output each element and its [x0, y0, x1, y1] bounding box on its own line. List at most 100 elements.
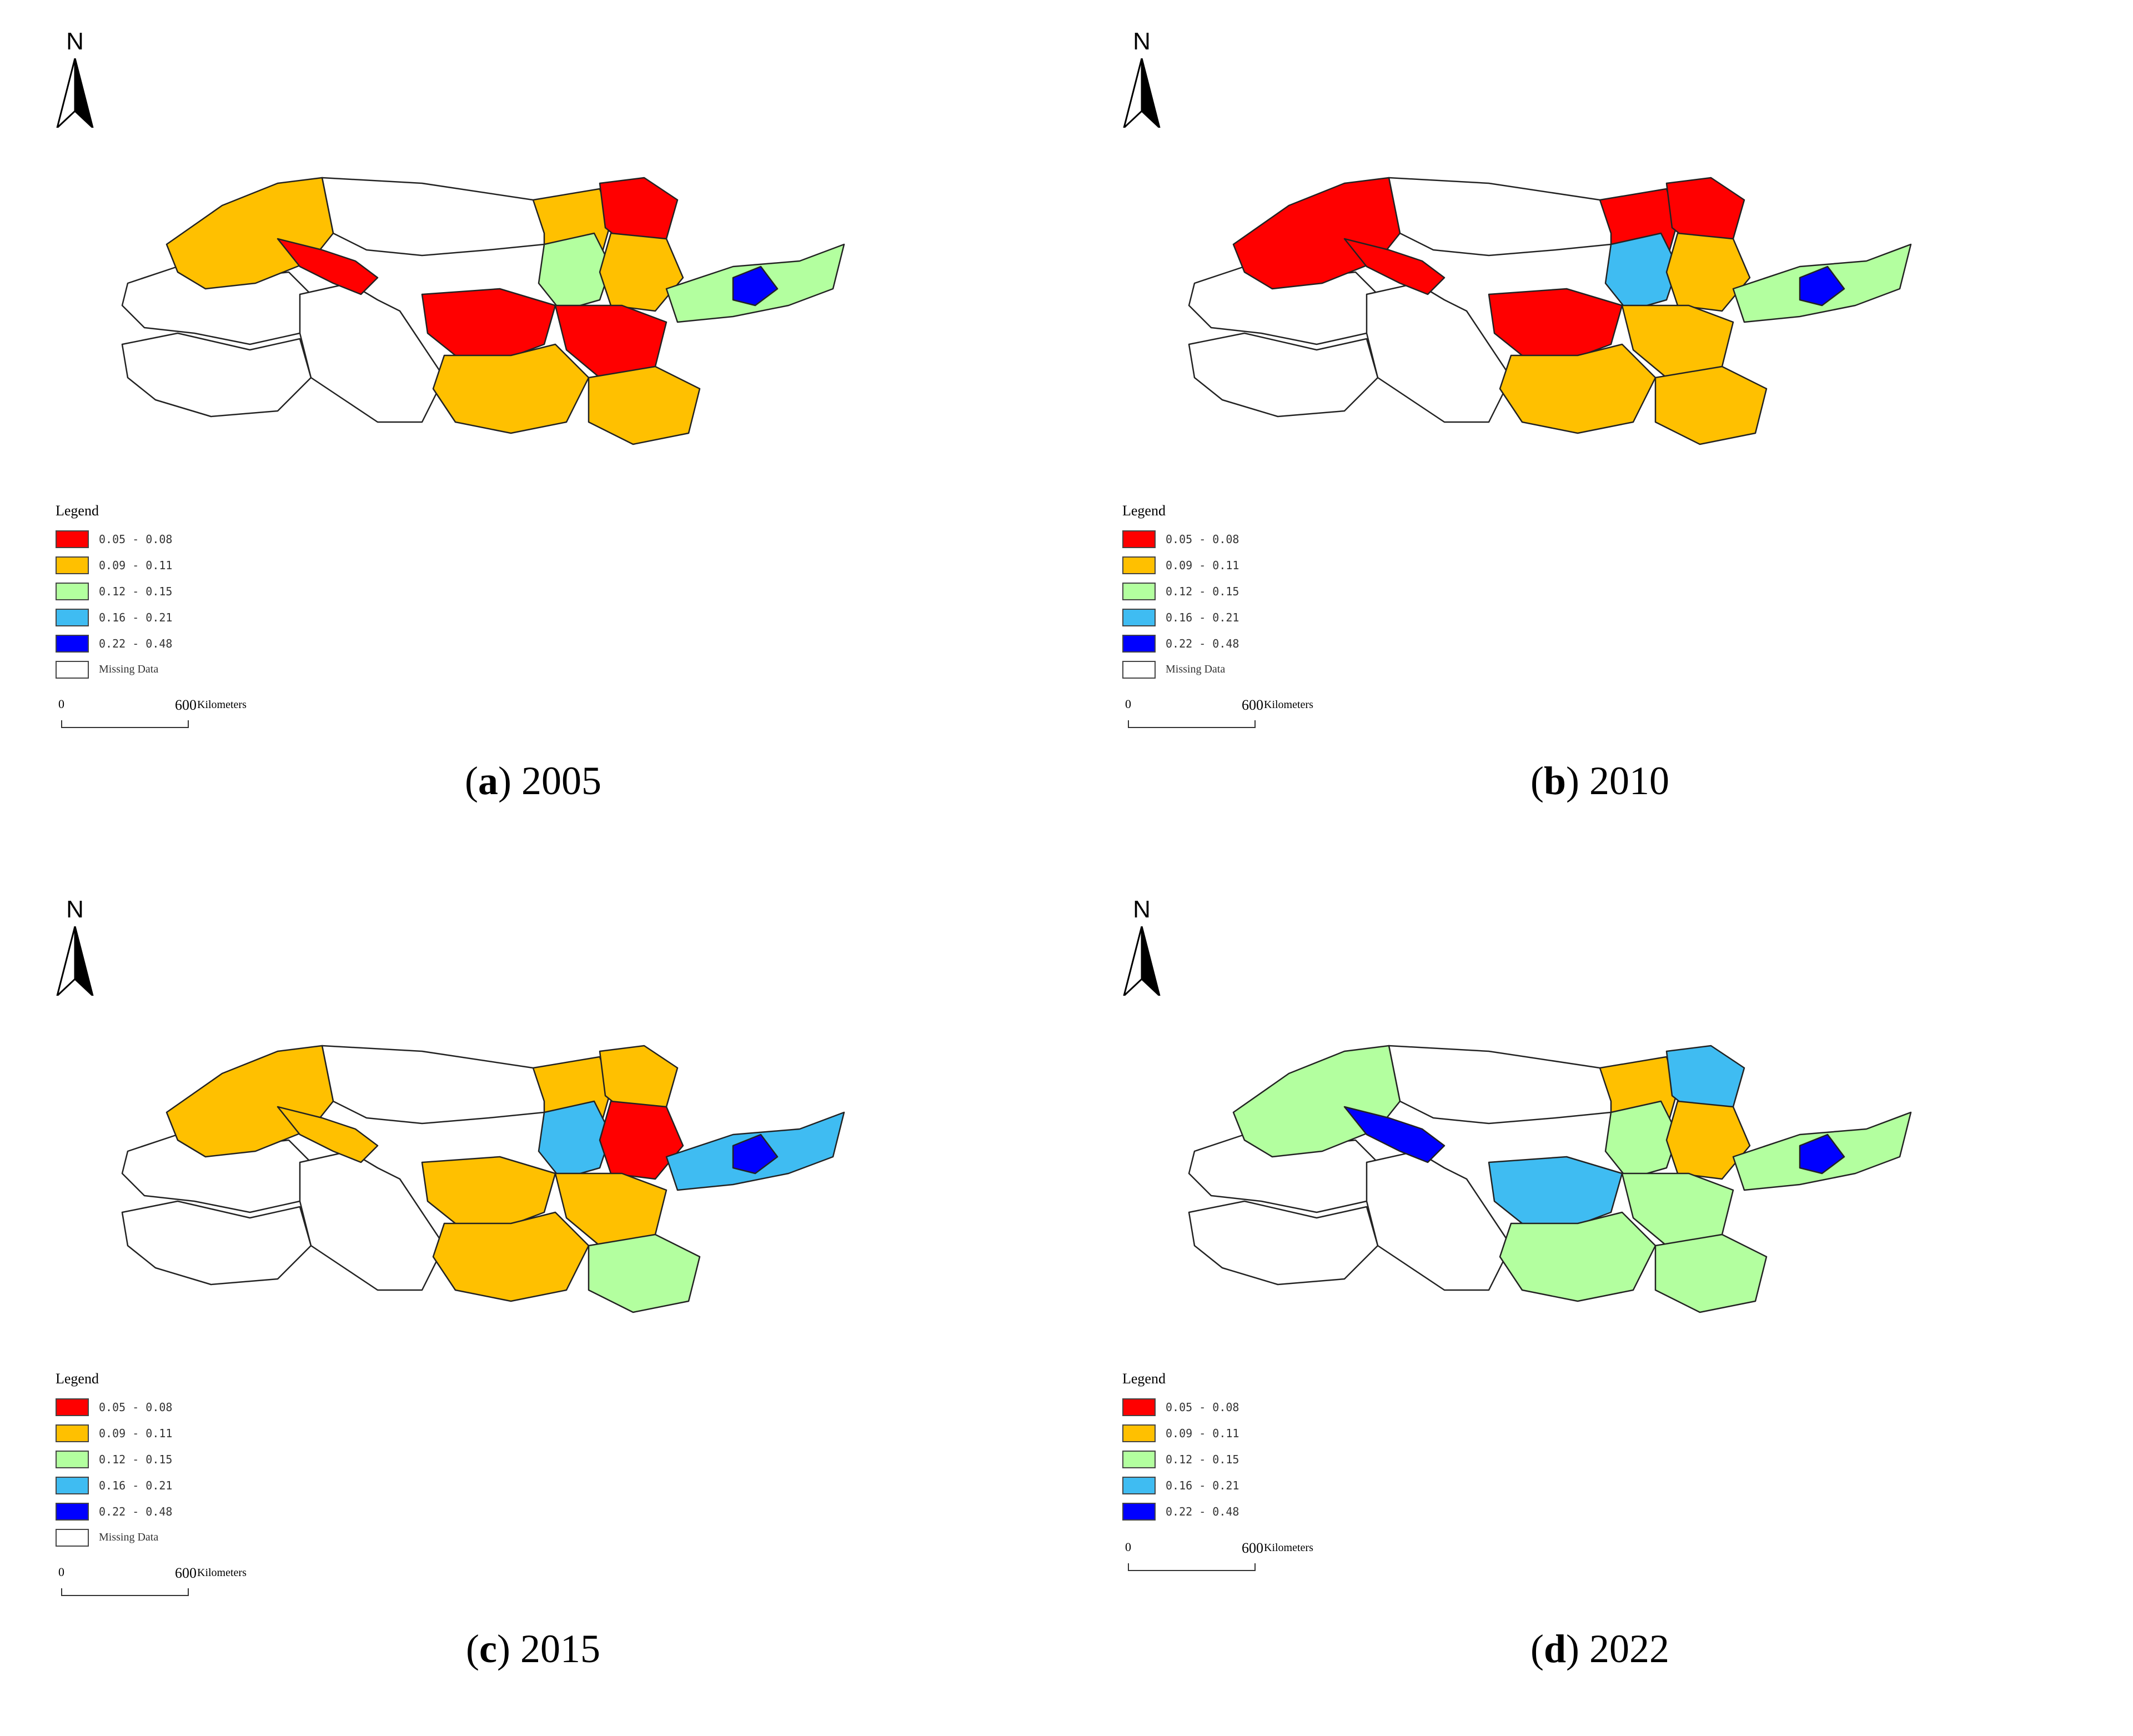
- region-r12: [732, 1133, 779, 1175]
- scale-unit: Kilometers: [1264, 1542, 1313, 1554]
- legend-item-4: 0.16 - 0.21: [1122, 604, 1239, 630]
- caption-letter: a: [478, 759, 498, 803]
- legend-swatch-missing: [56, 1528, 89, 1547]
- region-missing-north: [1388, 177, 1634, 257]
- scale-unit: Kilometers: [1264, 699, 1313, 711]
- region-map: [1188, 1045, 1912, 1313]
- caption-year: 2015: [520, 1627, 600, 1671]
- legend-label-4: 0.16 - 0.21: [99, 1478, 173, 1492]
- region-missing-west-2: [121, 1200, 312, 1286]
- legend-label-5: 0.22 - 0.48: [1166, 636, 1239, 650]
- legend-swatch-5: [56, 1502, 89, 1521]
- legend-item-1: 0.05 - 0.08: [56, 1394, 172, 1420]
- legend-swatch-1: [1122, 1398, 1156, 1416]
- scale-zero: 0: [1125, 1540, 1131, 1554]
- legend: Legend 0.05 - 0.08 0.09 - 0.11 0.12 - 0.15…: [1122, 503, 1239, 683]
- legend-swatch-4: [1122, 608, 1156, 626]
- legend-item-missing: Missing Data: [1122, 656, 1239, 683]
- region-r4: [1604, 1100, 1679, 1180]
- legend-item-3: 0.12 - 0.15: [56, 578, 172, 604]
- legend-label-2: 0.09 - 0.11: [99, 1426, 173, 1440]
- legend-label-3: 0.12 - 0.15: [1166, 1452, 1239, 1466]
- region-missing-west-3: [1366, 1150, 1512, 1291]
- legend-swatch-2: [56, 556, 89, 574]
- caption-year: 2005: [521, 759, 601, 803]
- scale-line: [1128, 720, 1256, 728]
- north-arrow: N: [53, 896, 97, 1001]
- north-label: N: [66, 28, 84, 55]
- north-arrow-icon: [56, 926, 94, 996]
- panel-caption: (a) 2005: [465, 759, 601, 803]
- legend-items: 0.05 - 0.08 0.09 - 0.11 0.12 - 0.15 0.16 - …: [1122, 526, 1239, 656]
- legend-label-missing: Missing Data: [99, 1531, 159, 1543]
- legend-swatch-1: [56, 530, 89, 548]
- region-r8: [432, 1211, 590, 1302]
- region-r12: [1799, 265, 1845, 307]
- scale-distance: 600: [1242, 697, 1263, 713]
- legend-item-5: 0.22 - 0.48: [1122, 630, 1239, 656]
- legend-title: Legend: [56, 1371, 99, 1387]
- region-r2: [1343, 238, 1446, 295]
- region-r2: [277, 1106, 379, 1163]
- scale-unit: Kilometers: [197, 699, 247, 711]
- legend: Legend 0.05 - 0.08 0.09 - 0.11 0.12 - 0.15…: [56, 1371, 172, 1551]
- caption-year: 2010: [1589, 759, 1669, 803]
- region-r6: [1665, 232, 1751, 312]
- panel-caption: (d) 2022: [1530, 1627, 1669, 1671]
- region-r2: [1343, 1106, 1446, 1163]
- region-r1: [165, 177, 334, 290]
- region-r6: [1665, 1100, 1751, 1180]
- legend-label-5: 0.22 - 0.48: [99, 636, 173, 650]
- region-r10: [1654, 365, 1768, 445]
- caption-letter: b: [1543, 759, 1567, 803]
- legend-item-2: 0.09 - 0.11: [1122, 1420, 1239, 1446]
- legend-item-3: 0.12 - 0.15: [1122, 1446, 1239, 1472]
- legend-swatch-3: [1122, 1450, 1156, 1468]
- scale-bar: 0 600 Kilometers: [58, 1565, 325, 1604]
- region-missing-west-3: [299, 1150, 445, 1291]
- north-arrow: N: [53, 28, 97, 133]
- north-label: N: [1133, 28, 1151, 55]
- region-r1: [1232, 177, 1401, 290]
- map-panel-d: N: [1067, 868, 2133, 1736]
- scale-bar: 0 600 Kilometers: [1125, 697, 1392, 736]
- legend-swatch-3: [56, 1450, 89, 1468]
- region-map: [121, 1045, 845, 1313]
- legend-label-1: 0.05 - 0.08: [99, 532, 173, 546]
- north-arrow-icon: [56, 58, 94, 128]
- legend-label-3: 0.12 - 0.15: [99, 1452, 173, 1466]
- legend-swatch-missing: [1122, 660, 1156, 679]
- region-r1: [1232, 1045, 1401, 1158]
- north-arrow: N: [1120, 896, 1164, 1001]
- legend-title: Legend: [1122, 1371, 1166, 1387]
- legend-title: Legend: [1122, 503, 1166, 519]
- region-r1: [165, 1045, 334, 1158]
- legend-item-3: 0.12 - 0.15: [1122, 578, 1239, 604]
- legend-item-1: 0.05 - 0.08: [56, 526, 172, 552]
- legend-swatch-2: [56, 1424, 89, 1442]
- legend-label-1: 0.05 - 0.08: [99, 1400, 173, 1414]
- legend-item-4: 0.16 - 0.21: [1122, 1472, 1239, 1498]
- legend-label-2: 0.09 - 0.11: [1166, 558, 1239, 572]
- region-missing-west-2: [1188, 1200, 1379, 1286]
- legend-label-2: 0.09 - 0.11: [1166, 1426, 1239, 1440]
- region-missing-north: [1388, 1045, 1634, 1125]
- region-r10: [588, 1233, 701, 1313]
- legend-item-1: 0.05 - 0.08: [1122, 526, 1239, 552]
- legend-items: 0.05 - 0.08 0.09 - 0.11 0.12 - 0.15 0.16 - …: [56, 526, 172, 656]
- map-panel-a: N: [0, 0, 1066, 868]
- legend-label-1: 0.05 - 0.08: [1166, 1400, 1239, 1414]
- scale-unit: Kilometers: [197, 1567, 247, 1579]
- legend-item-4: 0.16 - 0.21: [56, 1472, 172, 1498]
- legend-label-3: 0.12 - 0.15: [99, 584, 173, 598]
- legend-item-missing: Missing Data: [56, 656, 172, 683]
- legend-label-1: 0.05 - 0.08: [1166, 532, 1239, 546]
- map-panel-b: N: [1067, 0, 2133, 868]
- north-arrow-icon: [1123, 58, 1161, 128]
- region-missing-west-3: [1366, 282, 1512, 423]
- legend-swatch-5: [1122, 1502, 1156, 1521]
- legend-label-4: 0.16 - 0.21: [99, 610, 173, 624]
- region-map: [121, 177, 845, 445]
- legend-item-3: 0.12 - 0.15: [56, 1446, 172, 1472]
- north-label: N: [66, 896, 84, 923]
